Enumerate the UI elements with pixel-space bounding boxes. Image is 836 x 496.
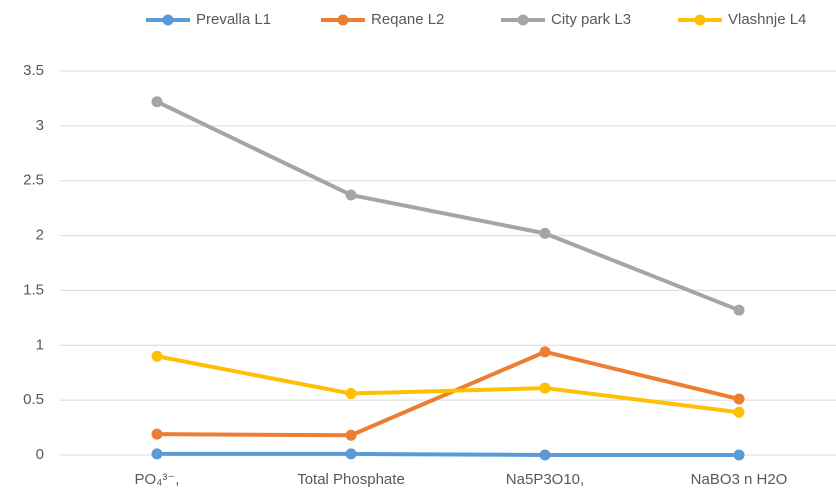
point xyxy=(733,406,745,418)
point xyxy=(733,304,745,316)
point xyxy=(539,227,551,239)
legend-marker xyxy=(694,14,706,26)
point xyxy=(345,448,357,460)
y-tick-label: 3 xyxy=(36,117,44,134)
x-tick-label: PO₄³⁻, xyxy=(135,471,180,488)
legend-marker xyxy=(337,14,349,26)
legend-marker xyxy=(517,14,529,26)
y-tick-label: 3.5 xyxy=(23,62,44,79)
point xyxy=(539,346,551,358)
legend-label: Reqane L2 xyxy=(371,11,444,28)
series-line xyxy=(156,99,740,313)
point xyxy=(733,449,745,461)
legend-label: City park L3 xyxy=(551,11,631,28)
point xyxy=(345,189,357,201)
point xyxy=(733,393,745,405)
y-tick-label: 1.5 xyxy=(23,281,44,298)
point xyxy=(151,350,163,362)
series-line xyxy=(157,451,739,457)
series-line xyxy=(156,354,740,415)
x-tick-label: Na5P3O10, xyxy=(506,471,584,488)
point xyxy=(151,428,163,440)
x-tick-label: NaBO3 n H2O xyxy=(691,471,788,488)
point xyxy=(345,388,357,400)
point xyxy=(151,448,163,460)
y-tick-label: 1 xyxy=(36,336,44,353)
point xyxy=(539,449,551,461)
legend-label: Prevalla L1 xyxy=(196,11,271,28)
point xyxy=(345,429,357,441)
y-tick-label: 0.5 xyxy=(23,391,44,408)
y-tick-label: 2.5 xyxy=(23,172,44,189)
y-tick-label: 2 xyxy=(36,227,44,244)
point xyxy=(151,96,163,108)
legend-label: Vlashnje L4 xyxy=(728,11,806,28)
y-tick-label: 0 xyxy=(36,446,44,463)
point xyxy=(539,382,551,394)
legend-marker xyxy=(162,14,174,26)
x-tick-label: Total Phosphate xyxy=(297,471,405,488)
series-line xyxy=(156,349,740,438)
